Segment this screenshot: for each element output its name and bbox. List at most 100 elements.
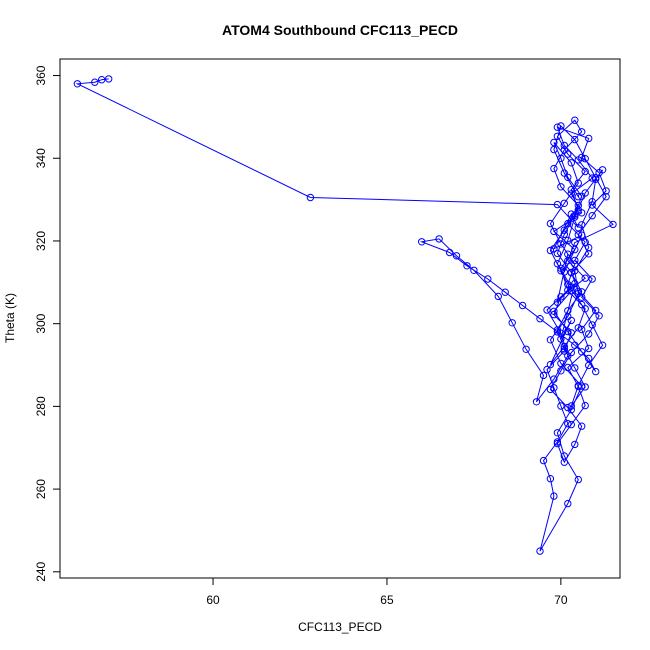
data-point bbox=[564, 327, 572, 336]
data-point bbox=[564, 312, 572, 321]
data-point bbox=[560, 141, 568, 150]
data-point bbox=[574, 475, 582, 484]
data-point bbox=[567, 159, 575, 167]
data-point bbox=[550, 384, 558, 392]
data-point bbox=[571, 440, 579, 449]
data-point bbox=[578, 288, 586, 296]
data-point bbox=[578, 231, 586, 239]
data-point bbox=[105, 75, 113, 83]
data-point bbox=[567, 348, 575, 357]
data-point bbox=[445, 248, 454, 257]
data-point bbox=[567, 329, 575, 337]
y-tick-label: 300 bbox=[34, 313, 48, 333]
data-point bbox=[536, 315, 544, 323]
plot-frame bbox=[59, 58, 621, 579]
data-point bbox=[574, 231, 582, 239]
data-point bbox=[550, 307, 558, 315]
data-point bbox=[578, 422, 586, 430]
data-point bbox=[306, 193, 315, 202]
data-point bbox=[539, 371, 548, 380]
data-point bbox=[418, 238, 426, 246]
data-point bbox=[560, 342, 568, 351]
data-point bbox=[546, 246, 555, 255]
data-point bbox=[567, 186, 575, 194]
data-point bbox=[536, 547, 544, 555]
data-point bbox=[571, 341, 579, 349]
data-point bbox=[518, 301, 527, 310]
data-point bbox=[578, 348, 586, 356]
data-point bbox=[553, 260, 562, 268]
data-point bbox=[553, 249, 562, 258]
data-point bbox=[571, 260, 579, 268]
data-point bbox=[588, 201, 596, 209]
data-point bbox=[581, 155, 589, 163]
data-point bbox=[546, 360, 555, 369]
data-point bbox=[560, 230, 568, 239]
data-point bbox=[602, 193, 610, 201]
data-point bbox=[571, 211, 579, 220]
data-point bbox=[546, 385, 555, 394]
data-point bbox=[553, 429, 562, 437]
data-point bbox=[571, 256, 579, 265]
data-point bbox=[557, 122, 565, 130]
y-tick-label: 340 bbox=[34, 148, 48, 168]
data-point bbox=[452, 252, 461, 260]
data-point bbox=[585, 354, 593, 363]
data-point bbox=[578, 128, 586, 136]
data-point bbox=[494, 292, 502, 301]
data-point bbox=[564, 219, 572, 228]
data-point bbox=[567, 402, 575, 410]
data-point bbox=[588, 174, 596, 182]
data-point bbox=[560, 226, 568, 234]
data-point bbox=[557, 240, 565, 248]
data-point bbox=[522, 345, 530, 353]
data-point bbox=[564, 280, 572, 289]
data-point bbox=[553, 200, 562, 209]
y-tick-label: 320 bbox=[34, 231, 48, 251]
data-point bbox=[581, 401, 589, 410]
y-tick-label: 240 bbox=[34, 561, 48, 581]
data-point bbox=[588, 198, 596, 206]
data-point bbox=[560, 345, 568, 353]
data-point bbox=[574, 382, 582, 390]
data-point bbox=[585, 330, 593, 338]
data-point bbox=[574, 324, 582, 332]
data-point bbox=[73, 80, 82, 88]
data-point bbox=[553, 123, 562, 131]
data-point bbox=[598, 341, 607, 349]
data-point bbox=[571, 135, 579, 144]
x-axis: 60 65 70 bbox=[206, 578, 568, 607]
data-point bbox=[581, 167, 589, 176]
data-point bbox=[560, 347, 568, 355]
data-point bbox=[91, 78, 99, 86]
data-point bbox=[571, 364, 579, 372]
data-point bbox=[564, 499, 572, 508]
y-tick-label: 260 bbox=[34, 479, 48, 499]
data-point bbox=[578, 300, 586, 309]
data-point bbox=[581, 238, 589, 246]
data-point bbox=[550, 310, 558, 319]
data-point bbox=[567, 190, 575, 198]
data-point bbox=[557, 293, 565, 301]
data-point bbox=[578, 325, 586, 334]
data-point bbox=[574, 179, 582, 187]
data-point bbox=[595, 312, 603, 320]
data-point bbox=[550, 145, 558, 154]
data-point bbox=[571, 245, 579, 254]
data-point bbox=[532, 398, 541, 406]
data-point bbox=[581, 383, 589, 391]
data-point bbox=[592, 367, 600, 376]
series-line bbox=[75, 78, 614, 552]
data-point bbox=[564, 307, 572, 315]
data-point bbox=[560, 458, 568, 466]
data-point bbox=[585, 134, 593, 143]
data-point bbox=[592, 306, 600, 315]
data-point bbox=[564, 257, 572, 265]
data-point bbox=[574, 287, 582, 296]
data-point bbox=[553, 326, 562, 334]
y-axis: 240 260 280 300 320 340 360 bbox=[34, 65, 60, 582]
data-point bbox=[560, 199, 568, 208]
data-point bbox=[564, 403, 572, 412]
x-axis-label: CFC113_PECD bbox=[298, 620, 382, 634]
